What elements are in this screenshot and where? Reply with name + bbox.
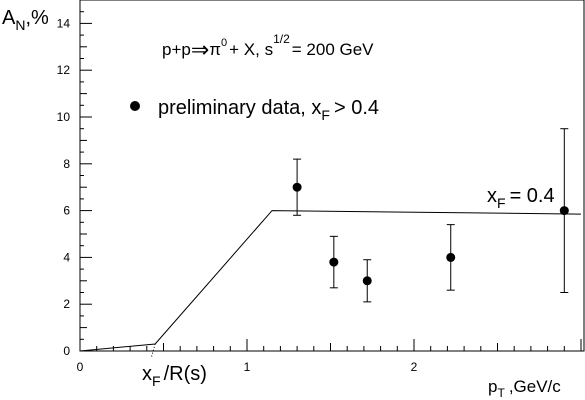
data-point: [559, 128, 569, 293]
data-marker: [446, 252, 456, 262]
curve-label: xF = 0.4: [487, 185, 555, 211]
data-series: [292, 128, 569, 303]
y-tick-label: 6: [63, 204, 70, 218]
y-axis-ticks: 0 2 4 6 8 10 12 14: [57, 0, 92, 358]
y-tick-label: 0: [63, 344, 70, 358]
y-tick-label: 10: [57, 110, 71, 124]
x-axis-label: pT ,GeV/c: [488, 377, 561, 400]
data-marker: [329, 257, 339, 267]
data-point: [292, 158, 302, 216]
x-tick-label: 2: [411, 360, 418, 374]
y-tick-label: 14: [57, 16, 71, 30]
y-axis-label: AN,%: [2, 7, 49, 33]
data-point: [446, 224, 456, 291]
reaction-annotation: p+p⇒π0 + X, s1/2= 200 GeV: [162, 32, 374, 62]
y-tick-label: 8: [63, 157, 70, 171]
data-point: [329, 235, 339, 289]
legend-label: preliminary data, xF > 0.4: [158, 97, 379, 123]
x-axis-ticks: 0 1 2: [77, 339, 582, 374]
data-marker: [292, 182, 302, 192]
legend: preliminary data, xF > 0.4: [130, 97, 379, 123]
y-tick-label: 4: [63, 250, 70, 264]
data-point: [362, 259, 372, 303]
data-marker: [362, 276, 372, 286]
x-tick-label: 0: [77, 360, 84, 374]
data-marker: [559, 206, 569, 216]
x-tick-label: 1: [244, 360, 251, 374]
scale-label-leader: [150, 343, 156, 359]
y-tick-label: 12: [57, 63, 71, 77]
y-tick-label: 2: [63, 297, 70, 311]
scale-label: xF/R(s): [142, 363, 207, 389]
model-curve: [79, 210, 582, 352]
legend-marker: [130, 101, 140, 111]
